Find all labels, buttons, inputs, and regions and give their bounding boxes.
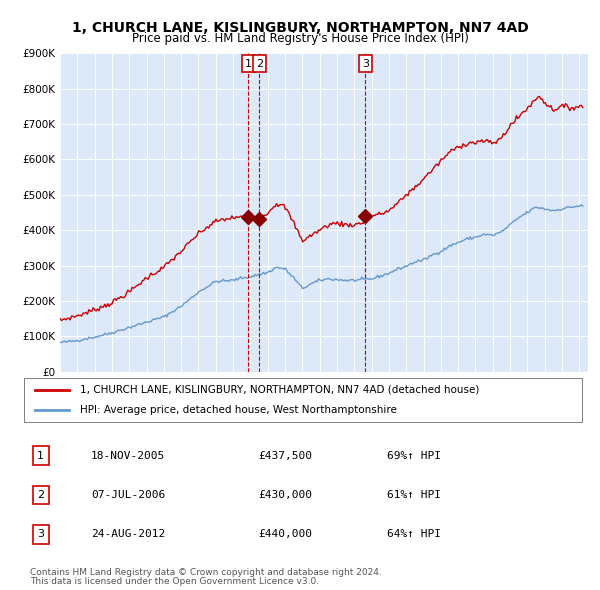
Text: 2: 2 [256, 59, 263, 68]
Text: 61%↑ HPI: 61%↑ HPI [387, 490, 440, 500]
Text: 2: 2 [37, 490, 44, 500]
Text: 3: 3 [362, 59, 369, 68]
Text: 1: 1 [245, 59, 252, 68]
Text: 07-JUL-2006: 07-JUL-2006 [91, 490, 165, 500]
Text: This data is licensed under the Open Government Licence v3.0.: This data is licensed under the Open Gov… [30, 577, 319, 586]
Text: 1, CHURCH LANE, KISLINGBURY, NORTHAMPTON, NN7 4AD (detached house): 1, CHURCH LANE, KISLINGBURY, NORTHAMPTON… [80, 385, 479, 395]
Text: £437,500: £437,500 [259, 451, 313, 461]
Text: 1: 1 [37, 451, 44, 461]
Text: HPI: Average price, detached house, West Northamptonshire: HPI: Average price, detached house, West… [80, 405, 397, 415]
Text: 1, CHURCH LANE, KISLINGBURY, NORTHAMPTON, NN7 4AD: 1, CHURCH LANE, KISLINGBURY, NORTHAMPTON… [71, 21, 529, 35]
Text: 64%↑ HPI: 64%↑ HPI [387, 529, 440, 539]
Text: 24-AUG-2012: 24-AUG-2012 [91, 529, 165, 539]
Text: Contains HM Land Registry data © Crown copyright and database right 2024.: Contains HM Land Registry data © Crown c… [30, 568, 382, 576]
Text: £430,000: £430,000 [259, 490, 313, 500]
Text: £440,000: £440,000 [259, 529, 313, 539]
Text: Price paid vs. HM Land Registry's House Price Index (HPI): Price paid vs. HM Land Registry's House … [131, 32, 469, 45]
Text: 3: 3 [37, 529, 44, 539]
Text: 69%↑ HPI: 69%↑ HPI [387, 451, 440, 461]
Text: 18-NOV-2005: 18-NOV-2005 [91, 451, 165, 461]
